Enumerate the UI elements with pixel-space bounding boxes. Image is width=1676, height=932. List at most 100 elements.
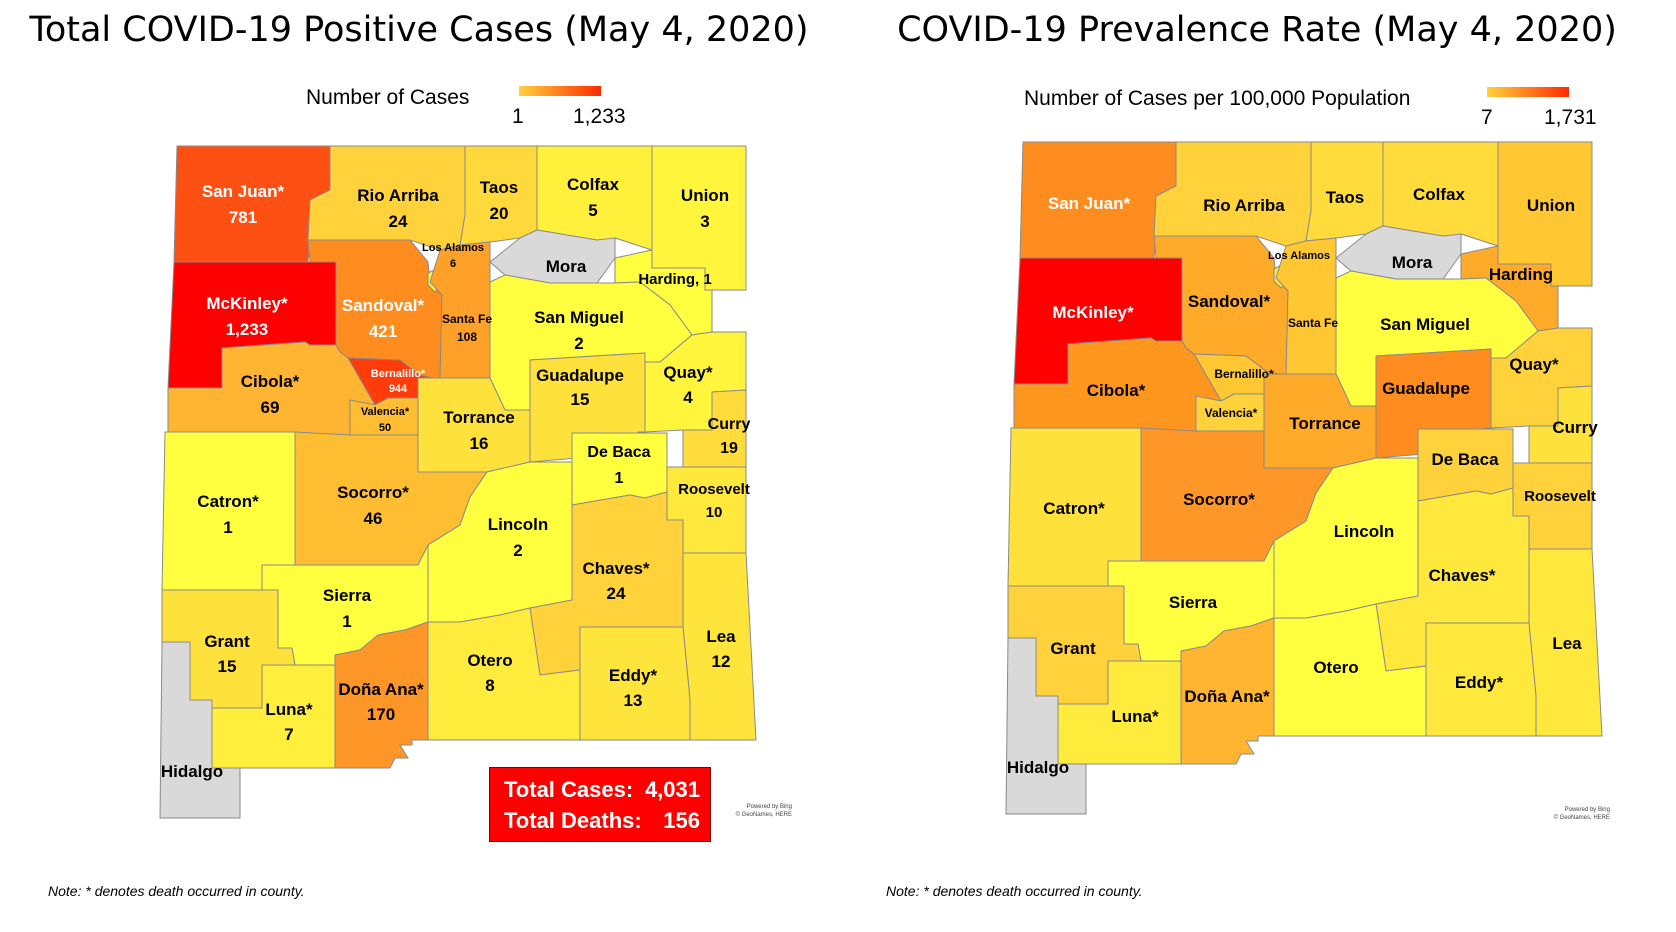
county-label: Rio Arriba [1203,196,1285,215]
county-label: Luna* [265,700,313,719]
county-value: 1 [342,612,351,631]
credit-line: Powered by Bing [1564,807,1610,813]
cases-map-panel: Total COVID-19 Positive Cases (May 4, 20… [29,10,809,899]
county-value: 24 [607,584,626,603]
county-label: Hidalgo [1007,758,1069,777]
county-label: Lincoln [488,515,548,534]
county-label: Sandoval* [1188,292,1271,311]
county-label: Luna* [1111,707,1159,726]
legend-min: 7 [1481,106,1493,129]
county-value: 421 [369,322,397,341]
county-label: Santa Fe [1288,316,1338,330]
county-value: 24 [389,212,408,231]
county-hidalgo [159,641,241,819]
county-label: Grant [1050,639,1096,658]
county-value: 170 [367,705,395,724]
county-label: Guadalupe [536,366,624,385]
county-value: 781 [229,208,257,227]
county-dona-ana [334,621,429,769]
legend-min: 1 [512,105,524,128]
county-eddy [579,626,691,741]
county-dona-ana [1180,617,1275,765]
nm-county-map: San Juan* 781 Rio Arriba 24 Taos 20 Colf… [159,145,757,819]
county-label: Santa Fe [442,312,492,326]
county-label: Doña Ana* [1184,687,1270,706]
totals-box: Total Cases: 4,031 Total Deaths: 156 [489,767,711,842]
county-label: Catron* [1043,499,1105,518]
county-label: Sierra [1169,593,1218,612]
county-label: Hidalgo [161,762,223,781]
county-value: 50 [379,422,391,434]
map-credit: Powered by Bing © GeoNames, HERE [1540,806,1610,822]
county-value: 12 [712,652,731,671]
county-value: 46 [364,509,383,528]
county-label: Otero [1313,658,1358,677]
legend-label: Number of Cases [306,86,470,109]
county-label: Chaves* [1428,566,1495,585]
county-value: 69 [261,398,280,417]
map-title: Total COVID-19 Positive Cases (May 4, 20… [29,10,809,50]
legend-max: 1,233 [573,105,626,128]
county-label: Guadalupe [1382,379,1470,398]
county-label: Eddy* [609,666,658,685]
credit-line: Powered by Bing [746,804,792,810]
county-label: San Miguel [534,308,624,327]
county-label: Otero [467,651,512,670]
county-label: Curry [1552,418,1598,437]
county-label: Eddy* [1455,673,1504,692]
county-label: Quay* [663,363,713,382]
county-value: 3 [700,212,709,231]
county-label: Cibola* [1087,381,1146,400]
nm-county-map: San Juan* Rio Arriba Taos Colfax Union L… [1005,141,1603,815]
county-luna [1057,660,1182,765]
county-value: 8 [485,676,494,695]
county-value: 1 [223,518,232,537]
county-label: Catron* [197,492,259,511]
prevalence-map-panel: COVID-19 Prevalence Rate (May 4, 2020) N… [838,0,1676,932]
county-label: Socorro* [337,483,409,502]
county-label: Valencia* [361,406,410,418]
county-value: 20 [490,204,509,223]
map-title: COVID-19 Prevalence Rate (May 4, 2020) [897,10,1617,50]
county-otero [1273,603,1427,737]
county-label: Torrance [443,408,515,427]
county-label: Socorro* [1183,490,1255,509]
county-label: Valencia* [1205,406,1258,420]
total-deaths-label: Total Deaths: [504,808,642,833]
county-label: San Juan* [1048,194,1131,213]
county-hidalgo [1005,637,1087,815]
county-label: Lea [1552,634,1582,653]
county-value: 15 [571,390,590,409]
county-value: 2 [513,541,522,560]
county-value: 19 [720,440,738,457]
county-label: Roosevelt [678,481,750,498]
county-label: San Juan* [202,182,285,201]
county-label: Los Alamos [422,242,484,254]
legend-max: 1,731 [1544,106,1597,129]
county-value: 13 [624,691,643,710]
county-label: Doña Ana* [338,680,424,699]
county-label: Harding, 1 [638,271,711,288]
county-value: 10 [706,504,723,521]
county-value: 108 [457,330,477,344]
total-deaths-value: 156 [663,808,700,833]
county-lea [682,552,757,741]
footnote: Note: * denotes death occurred in county… [886,883,1143,899]
county-label: Lea [706,627,736,646]
county-label: Roosevelt [1524,488,1596,505]
footnote: Note: * denotes death occurred in county… [48,883,305,899]
county-label: Chaves* [582,559,649,578]
total-cases-label: Total Cases: [504,777,634,802]
county-label: Taos [1326,188,1364,207]
county-value: 6 [450,258,456,270]
county-value: 944 [389,383,408,395]
county-value: 1 [615,470,624,487]
county-luna [211,664,336,769]
county-label: Torrance [1289,414,1361,433]
county-label: Quay* [1509,355,1559,374]
county-value: 7 [284,725,293,744]
legend-color-ramp [1487,87,1569,97]
county-value: 5 [588,201,597,220]
county-label: Los Alamos [1268,250,1330,262]
county-label: Curry [708,416,751,433]
